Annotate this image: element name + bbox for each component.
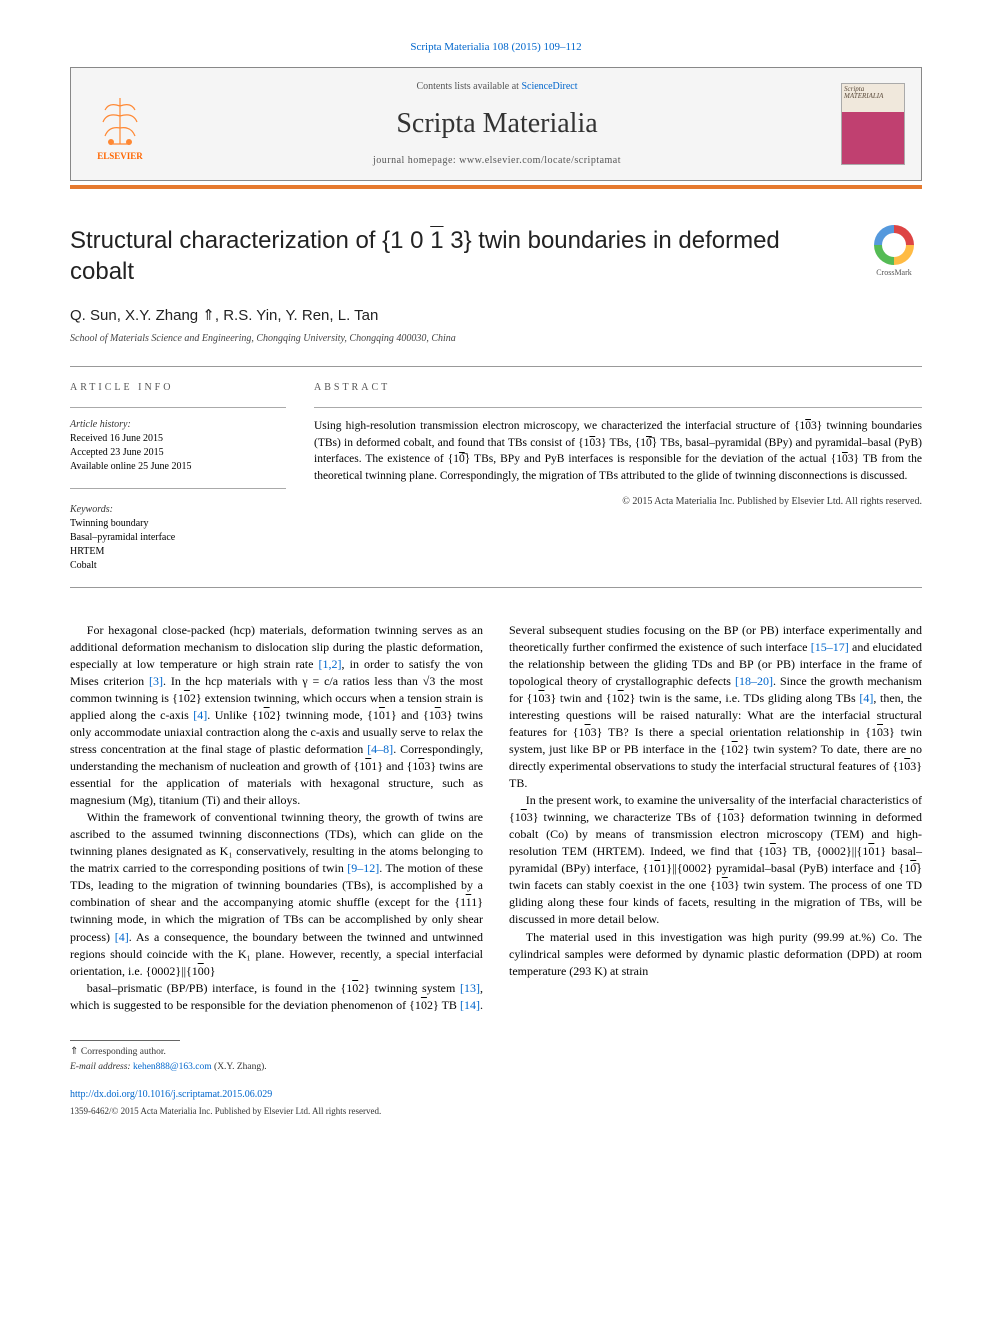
article-info-col: article info Article history: Received 1… bbox=[70, 381, 286, 573]
doi-link[interactable]: http://dx.doi.org/10.1016/j.scriptamat.2… bbox=[70, 1089, 272, 1100]
cover-title: Scripta MATERIALIA bbox=[844, 86, 902, 100]
article-info-label: article info bbox=[70, 381, 286, 395]
ref-link[interactable]: [18–20] bbox=[735, 674, 773, 688]
crossmark-label: CrossMark bbox=[876, 267, 912, 278]
journal-name: Scripta Materialia bbox=[169, 104, 825, 143]
affiliation: School of Materials Science and Engineer… bbox=[70, 332, 922, 346]
ref-link[interactable]: [9–12] bbox=[347, 861, 379, 875]
authors-line: Q. Sun, X.Y. Zhang ⇑, R.S. Yin, Y. Ren, … bbox=[70, 305, 922, 326]
online-date: Available online 25 June 2015 bbox=[70, 460, 286, 474]
ref-link[interactable]: [4] bbox=[115, 930, 129, 944]
abstract-col: abstract Using high-resolution transmiss… bbox=[314, 381, 922, 573]
keyword-3: Cobalt bbox=[70, 559, 286, 573]
elsevier-tree-icon bbox=[95, 94, 145, 150]
keywords-label: Keywords: bbox=[70, 503, 286, 517]
abstract-rule bbox=[314, 407, 922, 408]
footer-sep bbox=[70, 1040, 180, 1041]
journal-homepage: journal homepage: www.elsevier.com/locat… bbox=[169, 154, 825, 168]
body-para-5: The material used in this investigation … bbox=[509, 929, 922, 980]
ref-link[interactable]: [1,2] bbox=[319, 657, 342, 671]
issn-line: 1359-6462/© 2015 Acta Materialia Inc. Pu… bbox=[70, 1105, 922, 1118]
keyword-2: HRTEM bbox=[70, 545, 286, 559]
banner-center: Contents lists available at ScienceDirec… bbox=[169, 80, 825, 167]
article-title: Structural characterization of {1 0 1 3}… bbox=[70, 225, 846, 287]
ref-link[interactable]: [14] bbox=[460, 998, 480, 1012]
footer-block: ⇑ Corresponding author. E-mail address: … bbox=[70, 1040, 922, 1117]
elsevier-logo[interactable]: ELSEVIER bbox=[87, 85, 153, 163]
ref-link[interactable]: [13] bbox=[460, 981, 480, 995]
abstract-label: abstract bbox=[314, 381, 922, 395]
body-para-4: In the present work, to examine the univ… bbox=[509, 792, 922, 928]
title-overbar: 1 bbox=[430, 227, 443, 254]
keyword-0: Twinning boundary bbox=[70, 517, 286, 531]
corr-star-icon: ⇑ bbox=[70, 1046, 81, 1057]
elsevier-name: ELSEVIER bbox=[97, 150, 143, 163]
ref-link[interactable]: [4–8] bbox=[367, 742, 393, 756]
contents-prefix: Contents lists available at bbox=[416, 81, 521, 92]
email-label: E-mail address: bbox=[70, 1062, 131, 1072]
homepage-url[interactable]: www.elsevier.com/locate/scriptamat bbox=[459, 155, 621, 166]
ref-link[interactable]: [4] bbox=[859, 691, 873, 705]
journal-cover-thumb: Scripta MATERIALIA bbox=[841, 83, 905, 165]
received-date: Received 16 June 2015 bbox=[70, 432, 286, 446]
homepage-prefix: journal homepage: bbox=[373, 155, 459, 166]
corresponding-note: ⇑ Corresponding author. bbox=[70, 1045, 922, 1059]
doi-line: http://dx.doi.org/10.1016/j.scriptamat.2… bbox=[70, 1088, 922, 1102]
crossmark-badge[interactable]: CrossMark bbox=[866, 225, 922, 281]
rule-below-abstract bbox=[70, 587, 922, 588]
email-line: E-mail address: kehen888@163.com (X.Y. Z… bbox=[70, 1061, 922, 1074]
ref-link[interactable]: [15–17] bbox=[811, 640, 849, 654]
keyword-1: Basal–pyramidal interface bbox=[70, 531, 286, 545]
accepted-date: Accepted 23 June 2015 bbox=[70, 446, 286, 460]
email-link[interactable]: kehen888@163.com bbox=[133, 1062, 212, 1072]
ref-link[interactable]: [3] bbox=[149, 674, 163, 688]
citation-line: Scripta Materialia 108 (2015) 109–112 bbox=[70, 40, 922, 55]
info-rule-1 bbox=[70, 407, 286, 408]
abstract-text: Using high-resolution transmission elect… bbox=[314, 418, 922, 485]
journal-banner: ELSEVIER Contents lists available at Sci… bbox=[70, 67, 922, 180]
history-label: Article history: bbox=[70, 418, 286, 432]
title-pre: Structural characterization of {1 0 bbox=[70, 227, 430, 254]
article-body: For hexagonal close-packed (hcp) materia… bbox=[70, 622, 922, 1014]
corr-label: Corresponding author. bbox=[81, 1047, 166, 1057]
article-history: Article history: Received 16 June 2015 A… bbox=[70, 418, 286, 474]
body-para-1: For hexagonal close-packed (hcp) materia… bbox=[70, 622, 483, 809]
ref-link[interactable]: [4] bbox=[193, 708, 207, 722]
abstract-copyright: © 2015 Acta Materialia Inc. Published by… bbox=[314, 495, 922, 509]
rule-above-info bbox=[70, 366, 922, 367]
sciencedirect-link[interactable]: ScienceDirect bbox=[521, 81, 577, 92]
body-para-2: Within the framework of conventional twi… bbox=[70, 809, 483, 979]
contents-lists-line: Contents lists available at ScienceDirec… bbox=[169, 80, 825, 94]
email-person: (X.Y. Zhang). bbox=[214, 1062, 267, 1072]
crossmark-icon bbox=[874, 225, 914, 265]
info-rule-2 bbox=[70, 488, 286, 489]
orange-rule bbox=[70, 185, 922, 189]
